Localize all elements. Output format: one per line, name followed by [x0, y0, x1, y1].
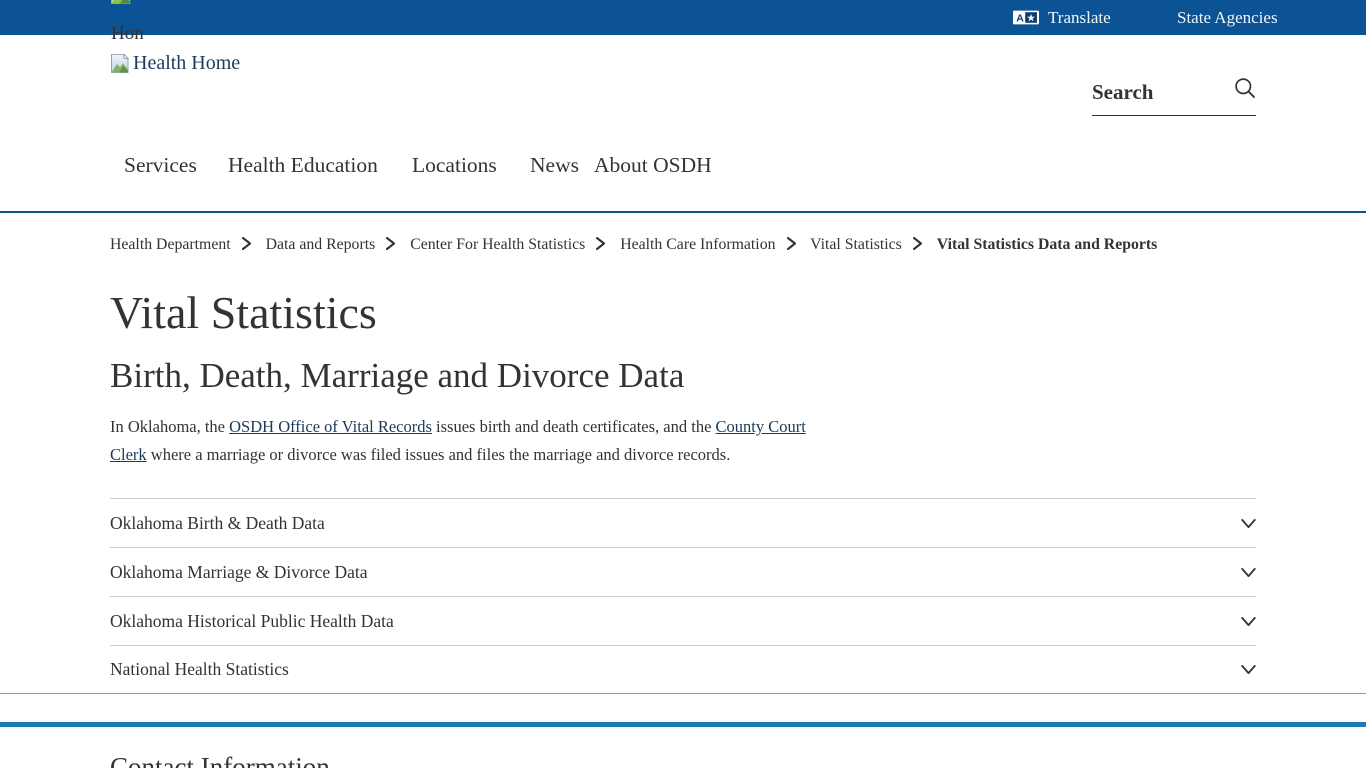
svg-text:A: A — [1016, 12, 1024, 24]
